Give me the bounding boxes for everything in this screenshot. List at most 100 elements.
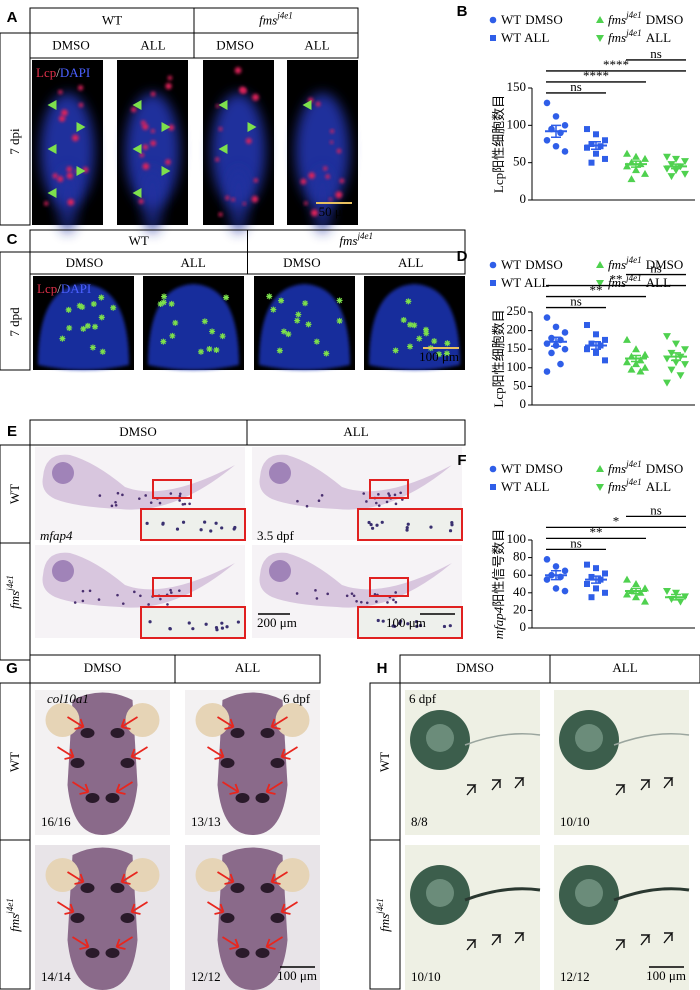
data-point: [552, 563, 560, 570]
lcp-marker: [79, 304, 86, 311]
lens: [575, 879, 603, 907]
lcp-cell: [323, 166, 328, 171]
signal: [209, 529, 213, 533]
treatment-header: ALL: [180, 255, 205, 270]
lcp-cell: [252, 93, 259, 101]
data-point: [681, 170, 689, 178]
group-header: WT: [102, 12, 122, 27]
frame: [0, 32, 31, 226]
legend-entry-allele: j4e1: [625, 10, 642, 20]
legend-entry-treatment: ALL: [646, 30, 671, 45]
signal: [188, 502, 191, 506]
signal: [147, 603, 150, 606]
arrow: [615, 939, 626, 951]
signal: [381, 619, 385, 623]
eye: [52, 462, 74, 484]
eye: [45, 858, 80, 892]
y-tick-label: 150: [507, 79, 527, 94]
row-header-genotype: fms: [7, 914, 22, 932]
panel-label: H: [377, 660, 388, 677]
lcp-marker: [270, 306, 277, 313]
larva: [259, 552, 452, 608]
data-point: [561, 148, 569, 155]
data-point: [602, 570, 608, 577]
legend-entry: WT ALL: [501, 479, 550, 494]
legend-entry-treatment: ALL: [524, 30, 549, 45]
lcp-cell: [150, 129, 155, 133]
probe-label: col10a1: [47, 691, 89, 706]
signal: [442, 624, 447, 629]
legend-entry-genotype: fms: [608, 12, 626, 27]
panel-label: F: [457, 452, 466, 469]
count-label: 8/8: [411, 814, 428, 829]
legend-entry-genotype: fms: [608, 461, 626, 476]
signal: [88, 589, 92, 593]
lcp-marker: [392, 347, 399, 354]
data-point: [561, 345, 569, 353]
group-header: fmsj4e1: [259, 11, 293, 28]
error-bar: [551, 336, 561, 347]
arrow: [120, 871, 138, 885]
y-tick-label: 0: [520, 396, 527, 411]
y-axis-label-probe: mfap4: [491, 606, 506, 639]
error-bar: [591, 141, 601, 150]
lcp-marker: [223, 294, 230, 301]
significance-label: ****: [603, 57, 629, 72]
cartilage: [230, 728, 245, 738]
eye: [275, 858, 310, 892]
signal: [133, 590, 136, 594]
lcp-marker: [59, 335, 66, 342]
data-point: [632, 580, 640, 587]
arrow: [217, 716, 235, 730]
legend-marker: [489, 465, 497, 473]
lcp-cell: [58, 90, 63, 95]
significance-label: *: [613, 513, 620, 528]
data-point: [588, 594, 595, 601]
inset: [140, 508, 246, 541]
legend-entry-genotype: WT: [501, 275, 521, 290]
legend-marker: [490, 280, 496, 286]
data-point: [584, 144, 590, 151]
head: [67, 847, 138, 990]
stage-label: 3.5 dpf: [257, 528, 295, 543]
data-point: [584, 561, 590, 568]
arrowhead: [132, 100, 142, 110]
probe-label: mfap4: [40, 528, 73, 543]
legend-entry-allele: j4e1: [625, 255, 642, 265]
lcp-cell: [251, 195, 259, 203]
legend-entry: WT DMSO: [501, 461, 563, 476]
lcp-marker: [405, 298, 412, 305]
panel-label: D: [457, 248, 468, 265]
legend-marker: [596, 261, 604, 268]
signal: [406, 522, 410, 526]
cartilage: [220, 913, 235, 923]
data-point: [593, 331, 599, 338]
significance-label: ns: [650, 261, 662, 276]
data-point: [632, 166, 640, 174]
signal: [355, 599, 358, 603]
lcp-cell: [66, 166, 73, 173]
data-point: [663, 588, 671, 596]
legend-entry: fmsj4e1 DMSO: [608, 10, 683, 27]
head: [217, 692, 288, 835]
data-point: [636, 367, 645, 375]
data-point: [561, 329, 569, 336]
arrow: [57, 746, 75, 760]
signal: [350, 592, 354, 595]
legend-entry: fmsj4e1 DMSO: [608, 255, 683, 272]
y-tick-label: 100: [507, 359, 527, 374]
cartilage: [270, 758, 285, 768]
signal: [448, 624, 452, 628]
signal: [315, 597, 319, 600]
signal: [385, 500, 389, 504]
lcp-marker: [280, 328, 287, 335]
lcp-marker: [169, 332, 176, 339]
vessel: [613, 733, 690, 746]
y-tick-label: 100: [507, 531, 527, 546]
signal: [81, 589, 85, 593]
lcp-cell: [150, 91, 156, 97]
lcp-cell: [304, 201, 308, 206]
group-header-genotype: fms: [339, 233, 357, 248]
treatment-header: ALL: [398, 255, 423, 270]
arrowhead: [132, 188, 142, 198]
